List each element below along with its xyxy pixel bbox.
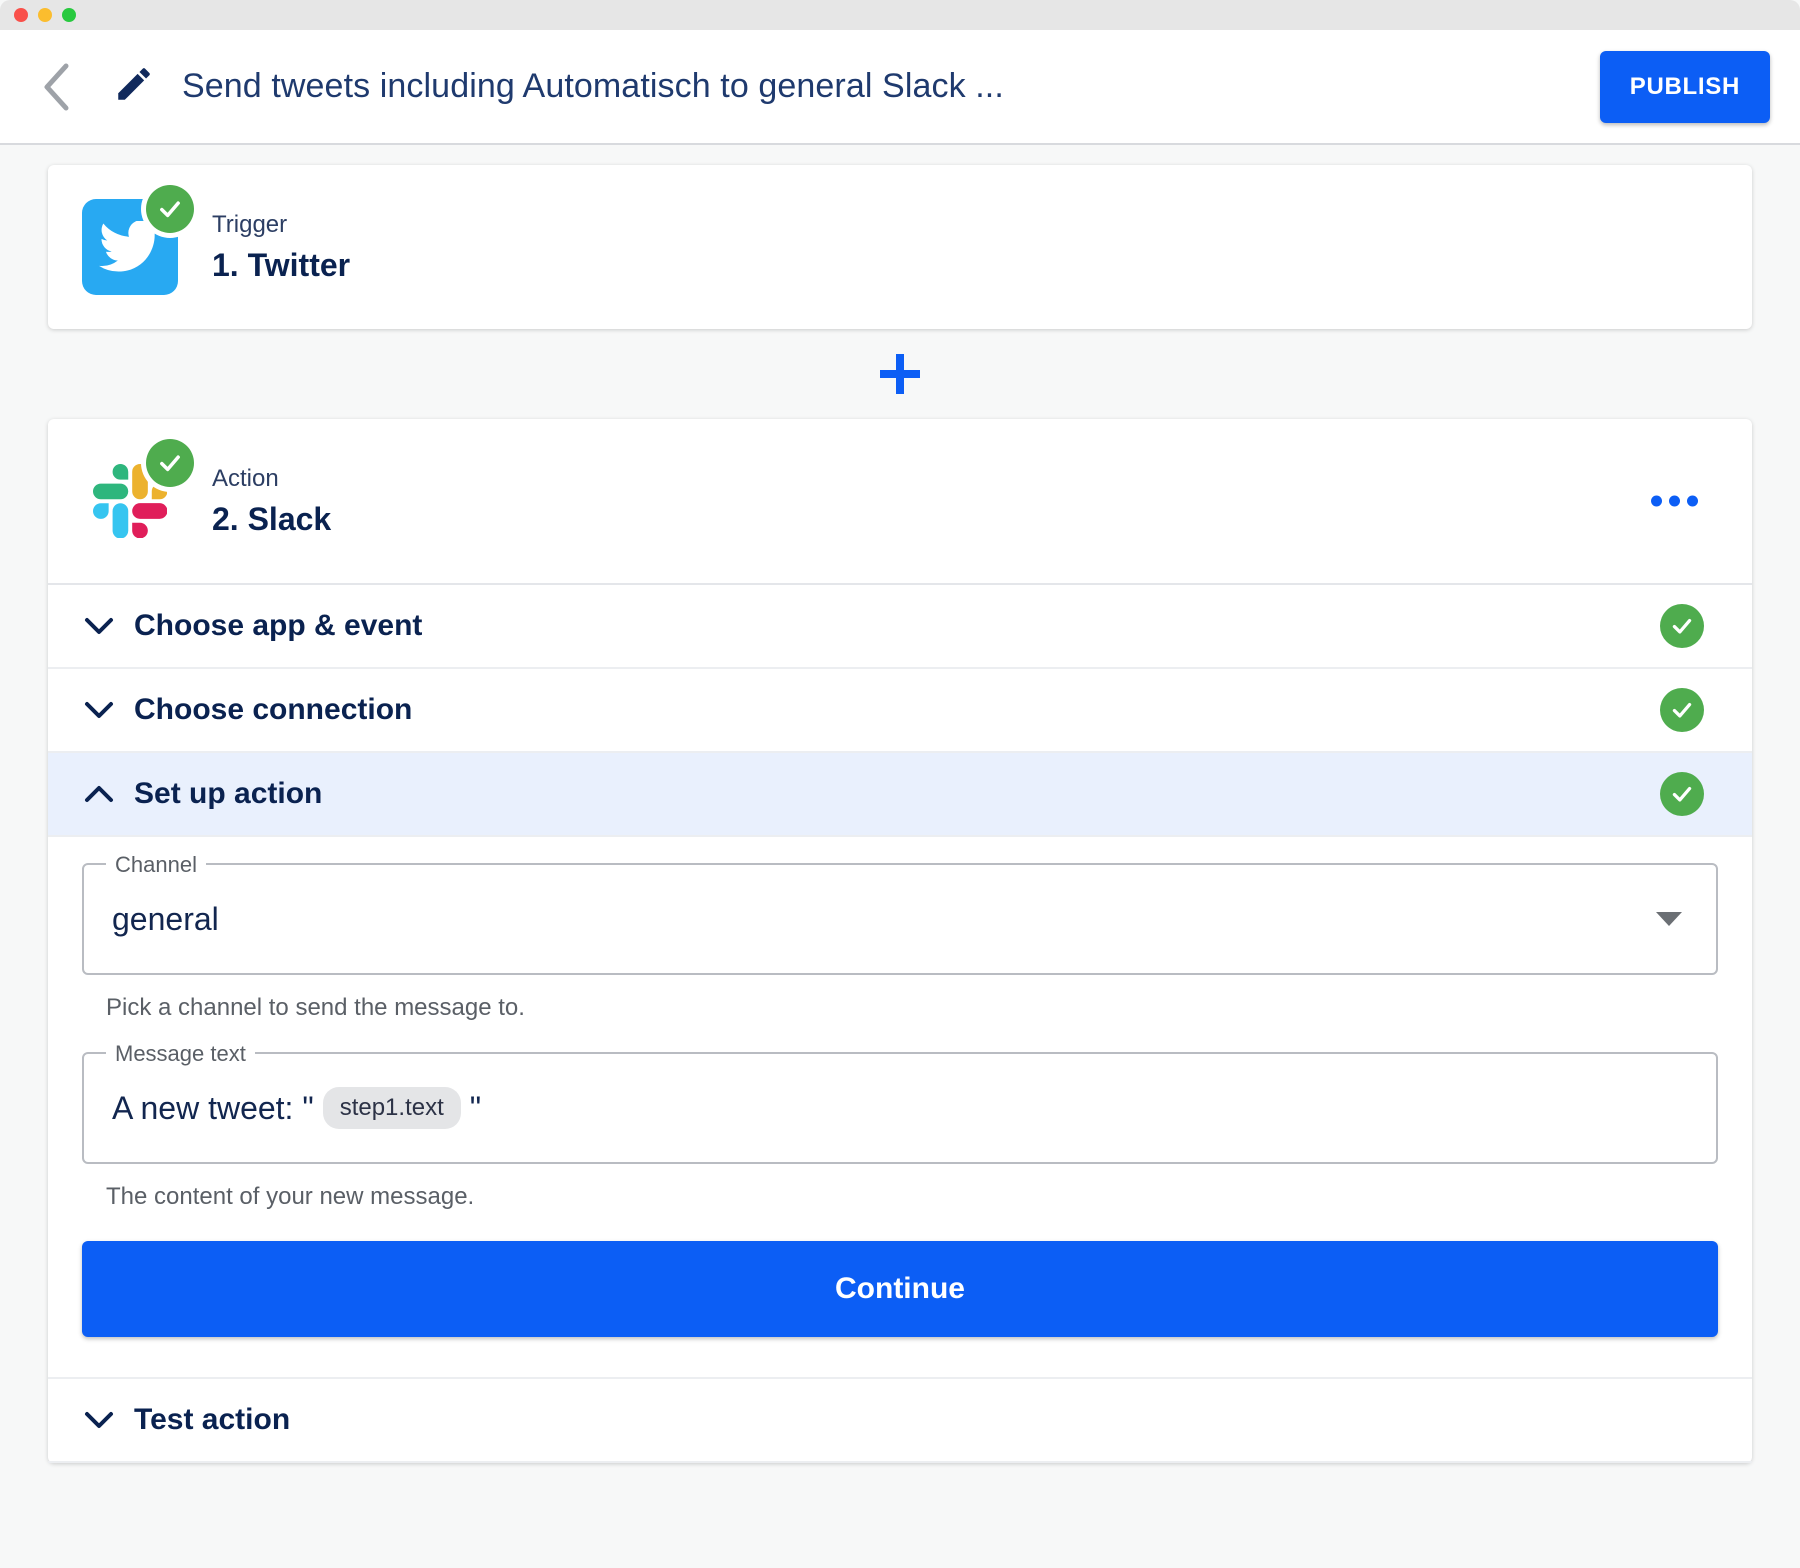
- message-text-suffix: ": [469, 1089, 482, 1126]
- variable-token-step1-text[interactable]: step1.text: [322, 1087, 461, 1129]
- section-label: Test action: [134, 1403, 291, 1436]
- section-test-action[interactable]: Test action: [48, 1377, 1752, 1463]
- app-header: Send tweets including Automatisch to gen…: [0, 30, 1800, 145]
- channel-label: Channel: [106, 852, 206, 878]
- trigger-step-name: 1. Twitter: [212, 246, 351, 283]
- section-status-check-icon: [1660, 688, 1704, 732]
- trigger-step-labels: Trigger 1. Twitter: [212, 211, 350, 284]
- message-helper-text: The content of your new message.: [106, 1183, 475, 1210]
- minimize-window-button[interactable]: [38, 8, 52, 22]
- action-step-kind: Action: [212, 464, 279, 492]
- action-step-header[interactable]: Action 2. Slack: [48, 419, 1752, 583]
- chevron-down-icon: [82, 1411, 116, 1429]
- chevron-up-icon: [82, 785, 116, 803]
- section-choose-app-event[interactable]: Choose app & event: [48, 585, 1752, 669]
- section-label: Set up action: [134, 777, 323, 810]
- flow-canvas: Trigger 1. Twitter: [0, 165, 1800, 1568]
- set-up-action-body: Channel general Pick a channel to send t…: [48, 837, 1752, 1337]
- channel-value: general: [112, 900, 219, 937]
- chevron-left-icon: [40, 61, 74, 113]
- chevron-down-filled-icon[interactable]: [1656, 912, 1682, 926]
- slack-icon: [82, 453, 178, 549]
- action-step-card: Action 2. Slack Choose app & event: [48, 419, 1752, 1463]
- trigger-step-header[interactable]: Trigger 1. Twitter: [48, 165, 1752, 329]
- add-step-row: [48, 329, 1752, 419]
- channel-select[interactable]: Channel general: [82, 852, 1718, 975]
- add-step-button[interactable]: [872, 346, 928, 402]
- trigger-app-icon-wrap: [82, 185, 194, 295]
- section-set-up-action[interactable]: Set up action: [48, 753, 1752, 837]
- kebab-menu-icon[interactable]: [1641, 486, 1708, 517]
- action-step-name: 2. Slack: [212, 500, 332, 537]
- section-label: Choose connection: [134, 693, 413, 726]
- action-step-labels: Action 2. Slack: [212, 465, 331, 538]
- window-titlebar: [0, 0, 1800, 30]
- message-text-label: Message text: [106, 1041, 255, 1067]
- zap-title: Send tweets including Automatisch to gen…: [182, 67, 1004, 105]
- trigger-status-check-icon: [146, 185, 194, 233]
- trigger-step-card[interactable]: Trigger 1. Twitter: [48, 165, 1752, 329]
- continue-button[interactable]: Continue: [82, 1241, 1718, 1337]
- chevron-down-icon: [82, 617, 116, 635]
- publish-button[interactable]: PUBLISH: [1599, 50, 1770, 123]
- plus-icon: [880, 354, 920, 394]
- message-text-input[interactable]: Message text A new tweet: " step1.text ": [82, 1041, 1718, 1164]
- section-label: Choose app & event: [134, 609, 423, 642]
- action-app-icon-wrap: [82, 439, 194, 549]
- chevron-down-icon: [82, 701, 116, 719]
- close-window-button[interactable]: [14, 8, 28, 22]
- rename-zap-button[interactable]: [106, 59, 162, 115]
- pencil-icon: [113, 63, 155, 110]
- zoom-window-button[interactable]: [62, 8, 76, 22]
- card-divider: [48, 583, 1752, 585]
- action-status-check-icon: [146, 439, 194, 487]
- back-button[interactable]: [30, 60, 84, 114]
- channel-helper-text: Pick a channel to send the message to.: [106, 994, 525, 1021]
- message-text-prefix: A new tweet: ": [112, 1089, 314, 1126]
- trigger-step-kind: Trigger: [212, 210, 288, 238]
- section-status-check-icon: [1660, 772, 1704, 816]
- section-choose-connection[interactable]: Choose connection: [48, 669, 1752, 753]
- section-status-check-icon: [1660, 604, 1704, 648]
